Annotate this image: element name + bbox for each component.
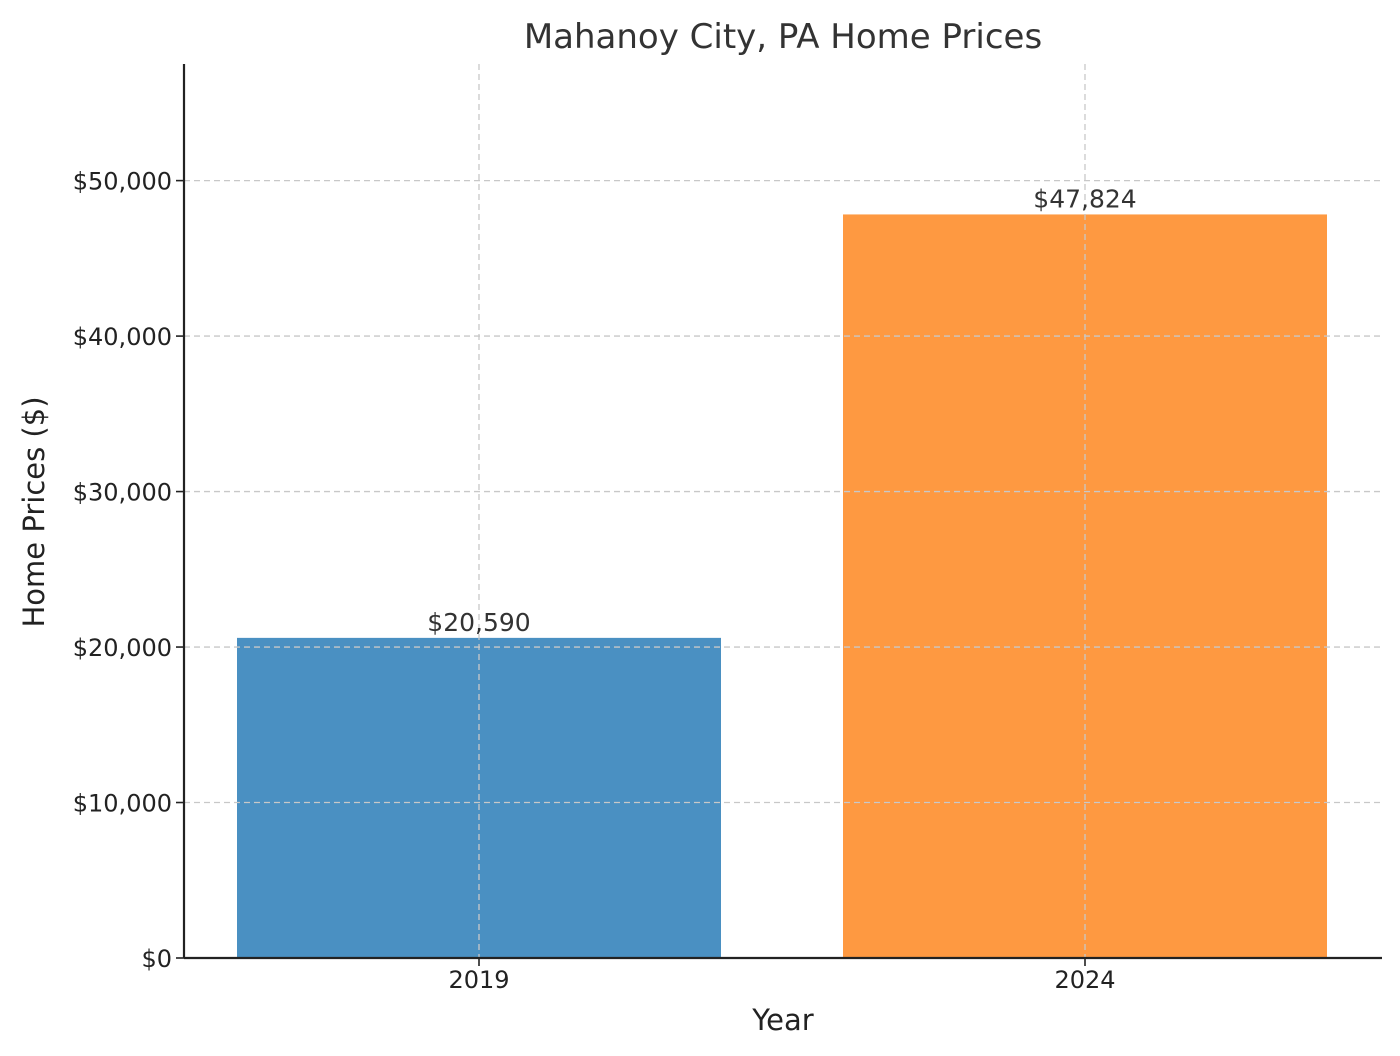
y-tick-label: $40,000 (73, 323, 172, 351)
y-tick-label: $10,000 (73, 790, 172, 818)
y-ticks: $0 $10,000 $20,000 $30,000 $40,000 $50,000 (73, 168, 184, 973)
axes (182, 64, 1382, 960)
y-tick-label: $50,000 (73, 168, 172, 196)
x-tick-label: 2019 (448, 966, 509, 994)
y-tick-label: $20,000 (73, 634, 172, 662)
x-ticks: 2019 2024 (448, 958, 1116, 994)
x-axis-label: Year (751, 1003, 813, 1037)
data-label: $47,824 (1033, 184, 1136, 213)
grid-lines (184, 64, 1382, 958)
x-tick-label: 2024 (1054, 966, 1115, 994)
y-tick-label: $30,000 (73, 479, 172, 507)
chart-title: Mahanoy City, PA Home Prices (524, 17, 1042, 57)
data-label: $20,590 (427, 608, 530, 637)
y-tick-label: $0 (141, 945, 172, 973)
y-axis-label: Home Prices ($) (17, 396, 51, 627)
data-labels: $20,590 $47,824 (427, 184, 1136, 636)
bars (237, 214, 1327, 958)
